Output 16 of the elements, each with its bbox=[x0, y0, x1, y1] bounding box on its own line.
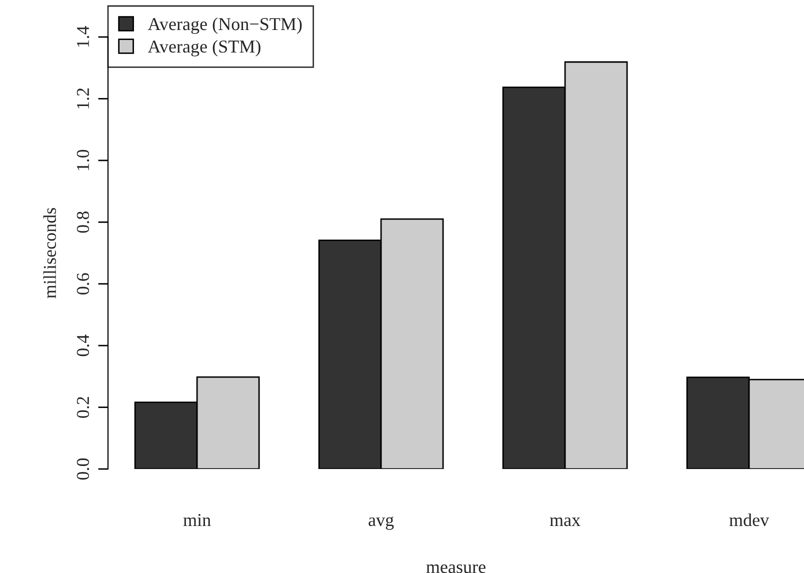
x-axis-title: measure bbox=[426, 564, 486, 573]
y-tick-label: 1.4 bbox=[76, 26, 90, 47]
legend-label: Average (Non−STM) bbox=[148, 17, 302, 34]
y-tick-label: 0.0 bbox=[76, 458, 90, 480]
x-tick-label: mdev bbox=[729, 513, 770, 526]
y-tick-label: 0.8 bbox=[76, 212, 90, 233]
y-tick-label: 0.6 bbox=[76, 273, 90, 294]
y-tick-label: 0.2 bbox=[76, 396, 90, 418]
y-tick-label: 0.4 bbox=[76, 334, 90, 356]
y-tick-label: 1.0 bbox=[76, 150, 90, 170]
legend-label: Average (STM) bbox=[148, 40, 260, 56]
x-tick-label: min bbox=[183, 514, 211, 526]
x-tick-label: max bbox=[550, 517, 580, 526]
y-axis-title: milliseconds bbox=[43, 208, 56, 298]
y-tick-label: 1.2 bbox=[76, 88, 90, 108]
x-tick-label: avg bbox=[368, 516, 394, 530]
